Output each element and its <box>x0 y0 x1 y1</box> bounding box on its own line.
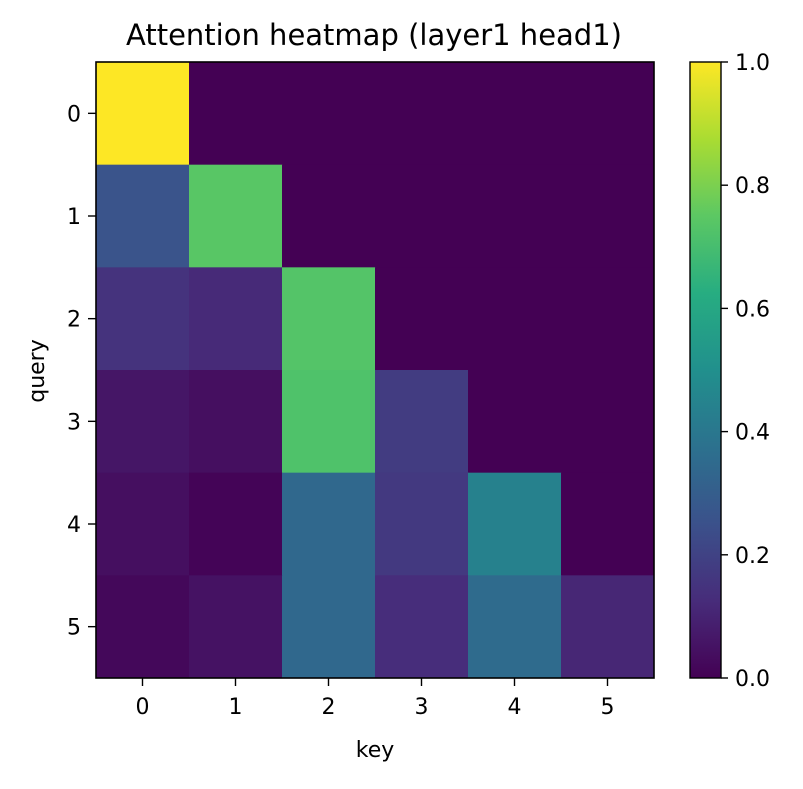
heatmap-cell-q0-k0 <box>96 62 190 166</box>
heatmap-cell-q1-k3 <box>375 164 469 268</box>
plot-frame <box>95 61 655 679</box>
heatmap-cell-q2-k1 <box>189 267 283 371</box>
heatmap-cell-q2-k2 <box>282 267 376 371</box>
heatmap-cell-q0-k4 <box>468 62 562 166</box>
y-tick-label: 4 <box>67 513 81 538</box>
chart-title: Attention heatmap (layer1 head1) <box>126 18 622 52</box>
colorbar-frame <box>689 61 722 679</box>
y-tick-label: 2 <box>67 308 81 333</box>
heatmap-cell-q3-k3 <box>375 370 469 474</box>
heatmap-cell-q3-k0 <box>96 370 190 474</box>
x-tick-label: 1 <box>229 695 243 720</box>
x-tick-label: 4 <box>508 695 522 720</box>
heatmap-cell-q4-k3 <box>375 472 469 576</box>
colorbar-tick-label: 0.6 <box>735 297 770 322</box>
heatmap-cell-q0-k2 <box>282 62 376 166</box>
x-tick-label: 0 <box>136 695 150 720</box>
heatmap-cell-q2-k4 <box>468 267 562 371</box>
heatmap-cell-q0-k3 <box>375 62 469 166</box>
colorbar-tick-label: 0.2 <box>735 544 770 569</box>
colorbar-tick-label: 0.8 <box>735 174 770 199</box>
heatmap-cell-q4-k2 <box>282 472 376 576</box>
heatmap-cell-q5-k4 <box>468 575 562 679</box>
heatmap-cell-q1-k5 <box>561 164 655 268</box>
heatmap-cell-q5-k2 <box>282 575 376 679</box>
heatmap-cell-q2-k5 <box>561 267 655 371</box>
heatmap-cell-q2-k0 <box>96 267 190 371</box>
heatmap-cell-q5-k3 <box>375 575 469 679</box>
heatmap-cell-q0-k5 <box>561 62 655 166</box>
heatmap-cell-q0-k1 <box>189 62 283 166</box>
heatmap-cell-q1-k1 <box>189 164 283 268</box>
heatmap-cell-q3-k2 <box>282 370 376 474</box>
heatmap-cell-q3-k5 <box>561 370 655 474</box>
heatmap-cell-q5-k1 <box>189 575 283 679</box>
heatmap-cell-q2-k3 <box>375 267 469 371</box>
y-tick-label: 0 <box>67 102 81 127</box>
heatmap-cell-q1-k0 <box>96 164 190 268</box>
heatmap-cell-q4-k1 <box>189 472 283 576</box>
heatmap-cell-q4-k0 <box>96 472 190 576</box>
heatmap-cell-q5-k0 <box>96 575 190 679</box>
y-tick-label: 5 <box>67 616 81 641</box>
y-axis-label: query <box>25 339 50 403</box>
colorbar-gradient <box>690 62 721 678</box>
heatmap-cell-q4-k4 <box>468 472 562 576</box>
colorbar-tick-label: 0.4 <box>735 421 770 446</box>
heatmap-cell-q3-k1 <box>189 370 283 474</box>
x-tick-label: 5 <box>601 695 615 720</box>
y-tick-label: 1 <box>67 205 81 230</box>
heatmap-cell-q1-k2 <box>282 164 376 268</box>
heatmap-cell-q5-k5 <box>561 575 655 679</box>
heatmap-cell-q3-k4 <box>468 370 562 474</box>
y-tick-label: 3 <box>67 410 81 435</box>
x-tick-label: 2 <box>322 695 336 720</box>
x-tick-label: 3 <box>415 695 429 720</box>
x-axis-label: key <box>356 738 395 763</box>
heatmap-cell-q1-k4 <box>468 164 562 268</box>
colorbar-tick-label: 1.0 <box>735 51 770 76</box>
heatmap-cell-q4-k5 <box>561 472 655 576</box>
colorbar-tick-label: 0.0 <box>735 667 770 692</box>
